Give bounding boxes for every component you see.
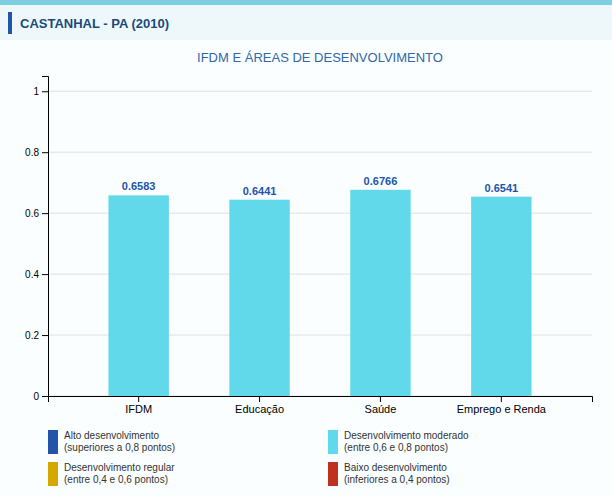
x-tick-label: Saúde — [365, 403, 397, 415]
y-tick: 0.6 — [25, 208, 48, 219]
bar — [350, 190, 410, 396]
y-tick: 0 — [33, 391, 48, 402]
y-tick-label: 0.2 — [25, 330, 39, 341]
legend-label: (inferiores a 0,4 pontos) — [344, 474, 450, 485]
legend-label: (entre 0,6 e 0,8 pontos) — [344, 442, 448, 453]
x-tick-label: Educação — [235, 403, 284, 415]
data-label: 0.6541 — [485, 182, 519, 194]
legend-swatch — [48, 462, 58, 486]
data-label: 0.6441 — [243, 185, 277, 197]
grid-line — [48, 91, 592, 92]
x-tick-mark — [501, 396, 502, 402]
legend-item: Baixo desenvolvimento(inferiores a 0,4 p… — [328, 462, 450, 486]
chart-svg: CASTANHAL - PA (2010) IFDM E ÁREAS DE DES… — [0, 0, 612, 496]
legend-item: Desenvolvimento moderado(entre 0,6 e 0,8… — [328, 430, 469, 454]
y-tick-label: 0 — [33, 391, 39, 402]
legend-label: Alto desenvolvimento — [64, 430, 159, 441]
data-label: 0.6766 — [364, 175, 398, 187]
y-tick-label: 0.6 — [25, 208, 39, 219]
y-axis: 0 0.2 0.4 0.6 0.8 1 — [25, 77, 48, 402]
x-tick-mark — [259, 396, 260, 402]
legend: Alto desenvolvimento(superiores a 0,8 po… — [48, 430, 469, 486]
header-bar — [8, 12, 12, 34]
bars — [108, 190, 531, 396]
x-tick-mark — [380, 396, 381, 402]
y-axis-line — [42, 77, 49, 397]
x-tick: Emprego e Renda — [457, 396, 547, 415]
legend-label: Baixo desenvolvimento — [344, 462, 447, 473]
x-tick-label: Emprego e Renda — [457, 403, 547, 415]
y-tick-mark — [42, 213, 48, 214]
bar — [108, 195, 168, 396]
y-tick-mark — [42, 396, 48, 397]
bar — [229, 200, 289, 396]
y-tick: 0.4 — [25, 269, 48, 280]
y-tick: 0.2 — [25, 330, 48, 341]
y-tick: 0.8 — [25, 147, 48, 158]
title: CASTANHAL - PA (2010) — [20, 16, 169, 31]
y-tick-mark — [42, 91, 48, 92]
x-tick-label: IFDM — [125, 403, 152, 415]
legend-label: (entre 0,4 e 0,6 pontos) — [64, 474, 168, 485]
x-tick: IFDM — [125, 396, 152, 415]
x-tick-mark — [138, 396, 139, 402]
y-tick-label: 0.4 — [25, 269, 39, 280]
x-axis: IFDM Educação Saúde Emprego e Renda — [49, 396, 593, 415]
legend-item: Desenvolvimento regular(entre 0,4 e 0,6 … — [48, 462, 175, 486]
legend-label: Desenvolvimento moderado — [344, 430, 469, 441]
x-tick: Educação — [235, 396, 284, 415]
subtitle: IFDM E ÁREAS DE DESENVOLVIMENTO — [197, 50, 443, 65]
legend-label: Desenvolvimento regular — [64, 462, 175, 473]
legend-swatch — [328, 430, 338, 454]
legend-swatch — [48, 430, 58, 454]
x-axis-line — [49, 397, 593, 403]
y-tick-mark — [42, 274, 48, 275]
y-tick-mark — [42, 335, 48, 336]
legend-item: Alto desenvolvimento(superiores a 0,8 po… — [48, 430, 175, 454]
y-tick-mark — [42, 152, 48, 153]
data-labels: 0.6583 0.6441 0.6766 0.6541 — [122, 175, 518, 197]
chart-container: CASTANHAL - PA (2010) IFDM E ÁREAS DE DES… — [0, 0, 612, 496]
y-tick: 1 — [33, 86, 48, 97]
data-label: 0.6583 — [122, 180, 156, 192]
x-tick: Saúde — [365, 396, 397, 415]
grid — [48, 91, 592, 396]
header-band — [0, 0, 612, 40]
y-tick-label: 1 — [33, 86, 39, 97]
header-strip — [0, 0, 612, 5]
grid-line — [48, 152, 592, 153]
bar — [471, 197, 531, 396]
legend-label: (superiores a 0,8 pontos) — [64, 442, 175, 453]
legend-swatch — [328, 462, 338, 486]
y-tick-label: 0.8 — [25, 147, 39, 158]
